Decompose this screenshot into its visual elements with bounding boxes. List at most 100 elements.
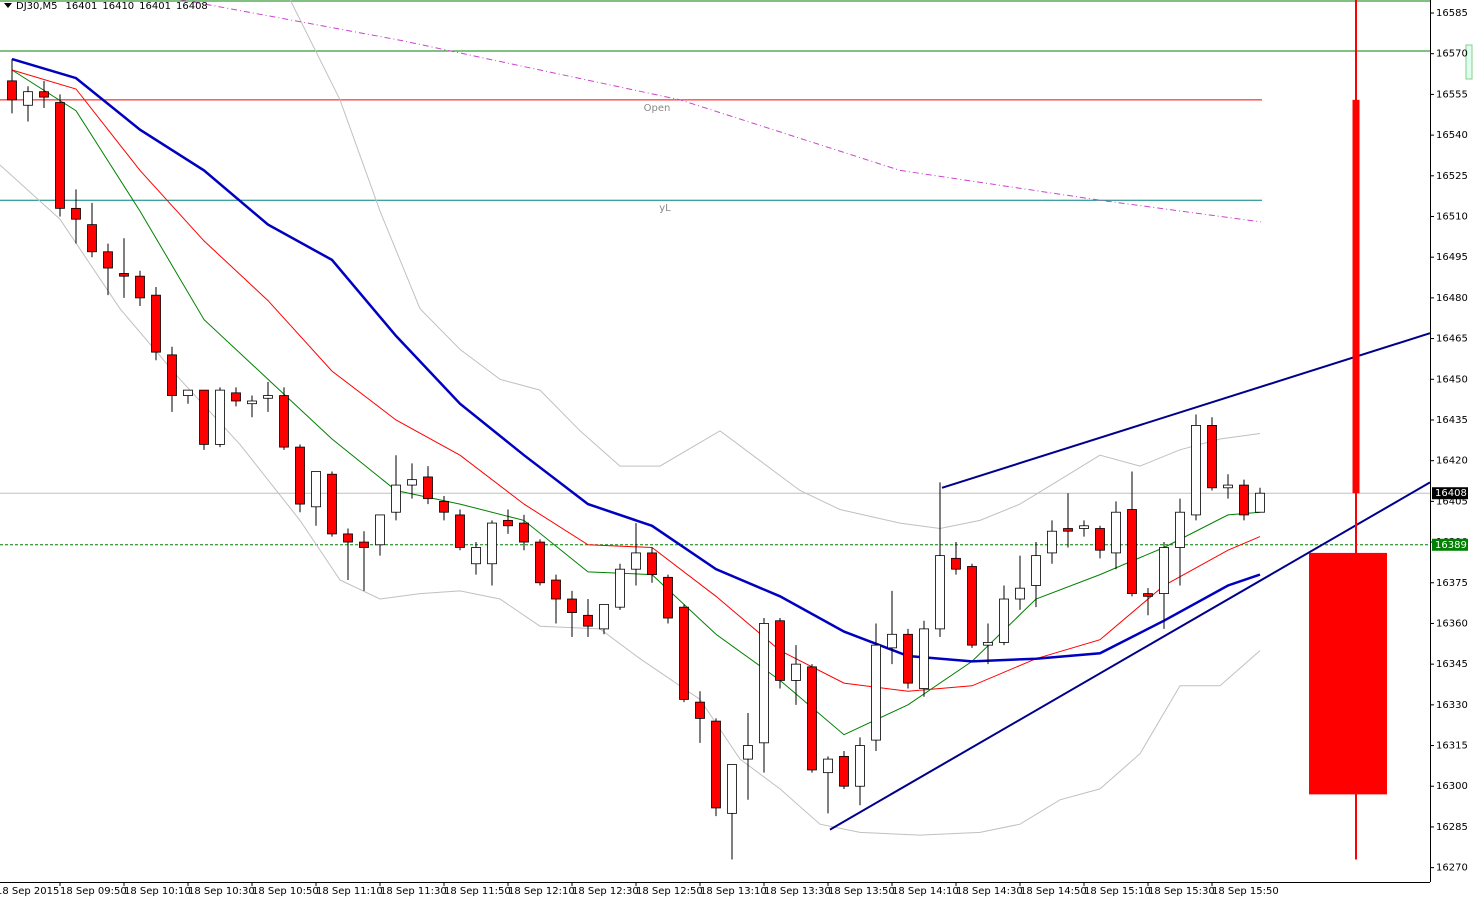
x-tick-label: 18 Sep 10:10 xyxy=(124,886,191,897)
candle-body xyxy=(471,547,481,565)
candle-body xyxy=(327,473,337,535)
candle-body xyxy=(727,764,737,814)
candle-body xyxy=(1191,425,1201,516)
y-tick-label: 16435 xyxy=(1436,415,1468,426)
x-tick-label: 18 Sep 12:30 xyxy=(572,886,639,897)
x-tick-label: 18 Sep 15:30 xyxy=(1148,886,1215,897)
header-price: 16408 xyxy=(176,1,208,12)
symbol-icon xyxy=(4,3,12,8)
symbol: DJ30,M5 xyxy=(16,1,58,12)
header-price: 16401 xyxy=(66,1,98,12)
candle-body xyxy=(631,552,641,570)
y-tick-label: 16285 xyxy=(1436,822,1468,833)
candle-body xyxy=(919,628,929,689)
candle-body xyxy=(135,275,145,299)
trendline xyxy=(829,481,1431,831)
x-tick-label: 18 Sep 13:50 xyxy=(828,886,895,897)
candle-body xyxy=(599,604,609,630)
indicator-line xyxy=(11,57,1261,663)
y-tick-label: 16405 xyxy=(1436,496,1468,507)
candle-body xyxy=(103,251,113,269)
candle-body xyxy=(1207,425,1217,489)
candle-body xyxy=(823,758,833,774)
x-tick-label: 18 Sep 14:30 xyxy=(956,886,1023,897)
candle-body xyxy=(215,389,225,445)
candle-body xyxy=(151,294,161,353)
candle-body xyxy=(1127,509,1137,595)
candle-body xyxy=(23,91,33,106)
candle-body xyxy=(279,395,289,448)
x-tick-label: 18 Sep 09:50 xyxy=(60,886,127,897)
level-label: Open xyxy=(644,103,671,114)
header-price: 16410 xyxy=(102,1,134,12)
candle-body xyxy=(871,644,881,741)
x-tick-label: 18 Sep 14:50 xyxy=(1020,886,1087,897)
x-tick-label: 18 Sep 13:10 xyxy=(700,886,767,897)
x-tick-label: 18 Sep 15:50 xyxy=(1212,886,1279,897)
candle-body xyxy=(183,389,193,396)
candle-body xyxy=(375,514,385,546)
level-label: yL xyxy=(659,203,671,214)
y-tick-label: 16555 xyxy=(1436,89,1468,100)
y-tick-label: 16315 xyxy=(1436,741,1468,752)
candle-body xyxy=(663,576,673,619)
overlay-body xyxy=(1309,552,1387,795)
candle-body xyxy=(695,701,705,719)
price-tag xyxy=(1432,538,1468,551)
x-tick-label: 18 Sep 2015 xyxy=(0,886,59,897)
candle-body xyxy=(535,541,545,584)
candle-body xyxy=(519,522,529,543)
y-tick-label: 16540 xyxy=(1436,130,1468,141)
candle-body xyxy=(903,633,913,684)
candle-body xyxy=(439,500,449,513)
y-tick-label: 16480 xyxy=(1436,293,1468,304)
x-tick-label: 18 Sep 12:50 xyxy=(636,886,703,897)
candle-body xyxy=(951,557,961,570)
x-tick-label: 18 Sep 12:10 xyxy=(508,886,575,897)
candle-body xyxy=(119,273,129,277)
price-tag-label: 16389 xyxy=(1435,540,1467,551)
price-tag-label: 16408 xyxy=(1435,488,1467,499)
candle-body xyxy=(343,533,353,543)
x-tick-label: 18 Sep 11:50 xyxy=(444,886,511,897)
y-tick-label: 16375 xyxy=(1436,578,1468,589)
y-tick-label: 16495 xyxy=(1436,252,1468,263)
x-tick-label: 18 Sep 10:50 xyxy=(252,886,319,897)
indicator-line xyxy=(0,164,1261,836)
candle-body xyxy=(391,484,401,513)
candle-body xyxy=(999,598,1009,643)
x-tick-label: 18 Sep 10:30 xyxy=(188,886,255,897)
y-tick-label: 16510 xyxy=(1436,211,1468,222)
candle-body xyxy=(1031,555,1041,586)
x-tick-label: 18 Sep 11:10 xyxy=(316,886,383,897)
candle-body xyxy=(711,720,721,809)
y-tick-label: 16450 xyxy=(1436,374,1468,385)
candle-body xyxy=(615,568,625,608)
candle-body xyxy=(839,755,849,787)
y-tick-label: 16420 xyxy=(1436,456,1468,467)
y-tick-label: 16345 xyxy=(1436,659,1468,670)
candle-body xyxy=(583,614,593,627)
trendline xyxy=(941,332,1431,489)
candle-body xyxy=(423,476,433,500)
candle-body xyxy=(567,598,577,613)
candle-body xyxy=(1015,587,1025,600)
candle-body xyxy=(1095,528,1105,551)
x-tick-label: 18 Sep 13:30 xyxy=(764,886,831,897)
candle-body xyxy=(551,579,561,600)
candle-body xyxy=(231,392,241,402)
candle-body xyxy=(775,620,785,681)
y-tick-label: 16360 xyxy=(1436,618,1468,629)
candle-body xyxy=(983,642,993,646)
candle-body xyxy=(855,745,865,787)
side-handle xyxy=(1465,44,1473,80)
candle-body xyxy=(759,623,769,744)
y-tick-label: 16525 xyxy=(1436,171,1468,182)
y-tick-label: 16300 xyxy=(1436,781,1468,792)
candle-body xyxy=(407,479,417,486)
candle-body xyxy=(311,471,321,508)
candle-body xyxy=(647,552,657,576)
candle-body xyxy=(167,354,177,396)
candle-body xyxy=(1047,530,1057,554)
